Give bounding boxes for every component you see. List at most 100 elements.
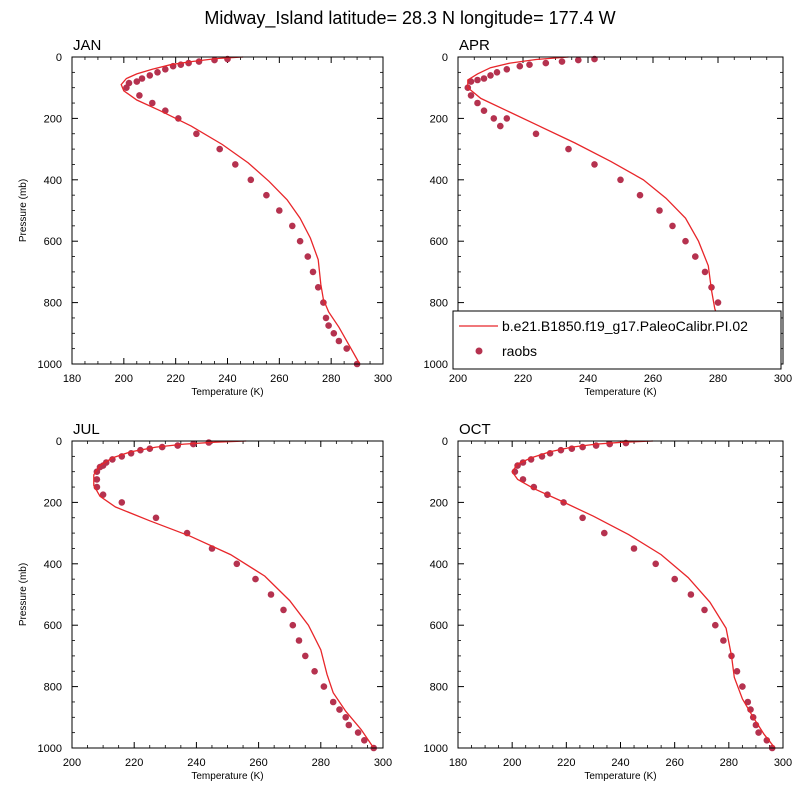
plot-frame-jan [71, 56, 384, 365]
raobs-point [289, 621, 297, 629]
raobs-point [93, 476, 101, 483]
y-tick-label: 200 [44, 497, 62, 509]
panel-title-jan: JAN [73, 37, 101, 54]
raobs-point [133, 78, 141, 85]
x-axis-label-jan: Temperature (K) [191, 387, 263, 398]
y-tick-label: 0 [442, 436, 448, 448]
y-axis-label-jan: Pressure (mb) [18, 179, 29, 242]
raobs-point [701, 268, 709, 276]
legend-obs-marker [475, 347, 483, 355]
raobs-point [565, 145, 572, 153]
x-tick-label: 300 [774, 373, 792, 385]
x-tick-label: 280 [312, 757, 330, 769]
raobs-point [193, 130, 200, 138]
x-tick-label: 200 [63, 757, 81, 769]
raobs-point [755, 729, 762, 736]
x-axis-label-oct: Temperature (K) [584, 771, 656, 782]
x-tick-label: 220 [125, 757, 143, 769]
raobs-point [652, 560, 659, 568]
raobs-point [591, 161, 598, 168]
raobs-point [136, 92, 143, 99]
raobs-point [480, 75, 488, 82]
raobs-point [712, 621, 719, 629]
panel-title-jul: JUL [73, 421, 100, 438]
raobs-point [744, 698, 752, 706]
raobs-point [280, 606, 287, 614]
raobs-point [579, 443, 586, 451]
raobs-point [687, 591, 695, 598]
raobs-point [503, 66, 511, 73]
y-tick-label: 1000 [424, 743, 448, 755]
raobs-point [185, 59, 192, 67]
raobs-point [335, 337, 343, 345]
raobs-point [490, 115, 498, 122]
x-tick-label: 220 [514, 373, 532, 385]
panel-title-apr: APR [459, 37, 490, 54]
raobs-point [601, 529, 608, 537]
raobs-point [309, 268, 317, 276]
raobs-point [322, 314, 330, 322]
legend-box [452, 310, 782, 370]
x-tick-label: 240 [611, 757, 629, 769]
raobs-point [542, 59, 550, 67]
panel-jan: JAN 180 200 220 240 260 280 300 0 200 400 600 800 100… [18, 37, 392, 398]
y-tick-label: 200 [430, 497, 448, 509]
y-tick-label: 600 [44, 620, 62, 632]
x-tick-label: 180 [63, 373, 81, 385]
x-tick-label: 280 [322, 373, 340, 385]
raobs-point [154, 69, 161, 76]
raobs-point [474, 99, 481, 107]
x-tick-label: 220 [557, 757, 575, 769]
x-tick-label: 260 [249, 757, 267, 769]
y-tick-label: 800 [430, 298, 448, 310]
raobs-point [692, 253, 699, 260]
raobs-point [329, 698, 337, 706]
raobs-point [474, 76, 481, 84]
raobs-point [467, 92, 475, 99]
raobs-point [263, 191, 270, 199]
plot-frame-jul [71, 440, 384, 749]
raobs-point [747, 706, 754, 713]
raobs-point [630, 545, 638, 552]
raobs-point [123, 84, 130, 91]
raobs-point [342, 714, 350, 721]
y-tick-label: 0 [442, 52, 448, 64]
raobs-point [345, 721, 353, 729]
raobs-point [276, 207, 283, 214]
raobs-point [149, 99, 156, 107]
raobs-point [763, 737, 771, 744]
y-tick-label: 200 [44, 113, 62, 125]
raobs-point [146, 72, 154, 79]
x-tick-label: 240 [187, 757, 205, 769]
raobs-point [162, 66, 169, 73]
raobs-point [311, 668, 318, 675]
raobs-point [714, 299, 722, 306]
y-tick-label: 1000 [424, 359, 448, 371]
raobs-point [606, 440, 613, 448]
raobs-point [195, 58, 203, 65]
raobs-point [503, 115, 511, 122]
x-tick-label: 300 [774, 757, 792, 769]
x-tick-label: 260 [665, 757, 683, 769]
y-tick-label: 400 [44, 559, 62, 571]
raobs-point [336, 706, 343, 713]
raobs-point [295, 637, 303, 644]
x-tick-label: 280 [720, 757, 738, 769]
raobs-point [487, 72, 494, 79]
raobs-point [330, 330, 338, 337]
raobs-point [532, 130, 540, 138]
x-tick-label: 200 [115, 373, 133, 385]
legend: b.e21.B1850.f19_g17.PaleoCalibr.PI.02 ra… [452, 310, 782, 370]
model-line-jan [120, 56, 361, 365]
raobs-point [314, 284, 322, 291]
y-tick-label: 600 [430, 620, 448, 632]
raobs-point [296, 237, 304, 245]
x-tick-label: 240 [579, 373, 597, 385]
y-tick-label: 600 [44, 236, 62, 248]
raobs-point [516, 62, 524, 70]
raobs-point [320, 683, 328, 690]
y-tick-label: 800 [44, 298, 62, 310]
x-axis-label-jul: Temperature (K) [191, 771, 263, 782]
y-tick-label: 1000 [38, 743, 62, 755]
